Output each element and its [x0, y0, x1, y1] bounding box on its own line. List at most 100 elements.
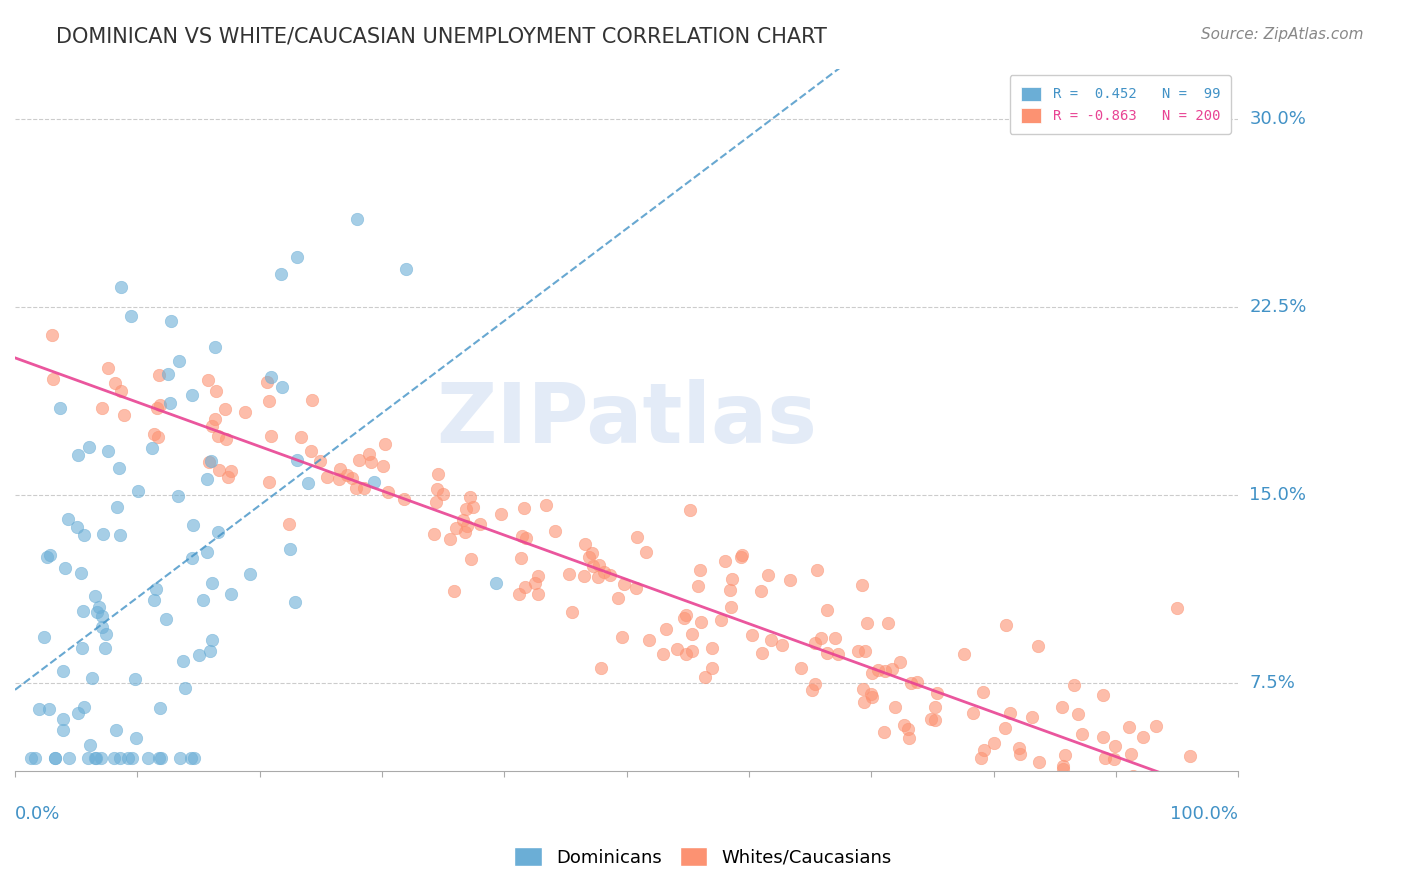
Point	[204, 411, 226, 425]
Point	[207, 429, 229, 443]
Point	[79, 738, 101, 752]
Point	[651, 647, 673, 661]
Point	[1063, 789, 1085, 803]
Point	[160, 314, 183, 328]
Point	[1028, 755, 1050, 769]
Point	[527, 568, 550, 582]
Point	[1137, 789, 1160, 803]
Point	[146, 401, 169, 416]
Text: 0.0%: 0.0%	[15, 805, 60, 823]
Point	[309, 454, 332, 468]
Point	[1052, 763, 1074, 777]
Text: ZIPatlas: ZIPatlas	[436, 379, 817, 460]
Point	[1132, 730, 1154, 744]
Point	[700, 640, 723, 655]
Point	[110, 279, 132, 293]
Point	[1178, 748, 1201, 763]
Point	[893, 717, 915, 731]
Point	[860, 690, 883, 704]
Point	[260, 429, 283, 443]
Point	[141, 442, 163, 456]
Point	[508, 586, 530, 600]
Point	[875, 664, 897, 678]
Point	[626, 530, 648, 544]
Point	[510, 529, 533, 543]
Point	[666, 641, 689, 656]
Point	[599, 568, 621, 582]
Point	[329, 462, 352, 476]
Point	[125, 731, 148, 745]
Point	[877, 615, 900, 630]
Point	[675, 647, 697, 661]
Point	[1071, 726, 1094, 740]
Point	[1147, 789, 1170, 803]
Point	[235, 405, 257, 419]
Point	[97, 443, 120, 458]
Point	[105, 723, 128, 737]
Text: 22.5%: 22.5%	[1250, 298, 1306, 316]
Point	[148, 751, 170, 765]
Point	[461, 500, 484, 514]
Point	[159, 396, 181, 410]
Text: 30.0%: 30.0%	[1250, 110, 1306, 128]
Point	[873, 725, 896, 739]
Point	[426, 467, 449, 482]
Point	[610, 630, 633, 644]
Point	[889, 655, 911, 669]
Point	[58, 512, 80, 526]
Point	[91, 609, 114, 624]
Point	[868, 663, 890, 677]
Point	[197, 373, 219, 387]
Point	[204, 340, 226, 354]
Legend: R =  0.452   N =  99, R = -0.863   N = 200: R = 0.452 N = 99, R = -0.863 N = 200	[1010, 76, 1232, 134]
Point	[905, 675, 928, 690]
Point	[24, 751, 46, 765]
Point	[749, 584, 772, 599]
Point	[1095, 789, 1118, 803]
Point	[454, 501, 477, 516]
Point	[70, 641, 93, 656]
Point	[124, 672, 146, 686]
Point	[200, 576, 222, 591]
Point	[589, 661, 612, 675]
Point	[73, 528, 96, 542]
Point	[374, 437, 396, 451]
Point	[1045, 789, 1067, 803]
Point	[200, 454, 222, 468]
Point	[853, 695, 876, 709]
Point	[686, 579, 709, 593]
Point	[44, 751, 66, 765]
Point	[167, 354, 190, 368]
Point	[214, 402, 236, 417]
Point	[593, 565, 616, 579]
Point	[214, 433, 236, 447]
Point	[527, 586, 550, 600]
Point	[574, 537, 596, 551]
Point	[103, 751, 125, 765]
Point	[239, 567, 262, 582]
Point	[290, 430, 312, 444]
Point	[509, 550, 531, 565]
Point	[73, 700, 96, 714]
Point	[167, 489, 190, 503]
Point	[720, 599, 742, 614]
Text: DOMINICAN VS WHITE/CAUCASIAN UNEMPLOYMENT CORRELATION CHART: DOMINICAN VS WHITE/CAUCASIAN UNEMPLOYMEN…	[56, 27, 827, 46]
Point	[183, 751, 205, 765]
Point	[859, 687, 882, 701]
Point	[344, 481, 367, 495]
Point	[804, 636, 827, 650]
Point	[443, 584, 465, 599]
Point	[675, 608, 697, 623]
Point	[489, 507, 512, 521]
Point	[271, 379, 294, 393]
Point	[93, 527, 115, 541]
Point	[810, 631, 832, 645]
Point	[77, 441, 100, 455]
Point	[1153, 789, 1175, 803]
Point	[285, 453, 308, 467]
Point	[278, 516, 301, 531]
Point	[150, 751, 173, 765]
Point	[815, 646, 838, 660]
Point	[149, 700, 172, 714]
Point	[340, 471, 363, 485]
